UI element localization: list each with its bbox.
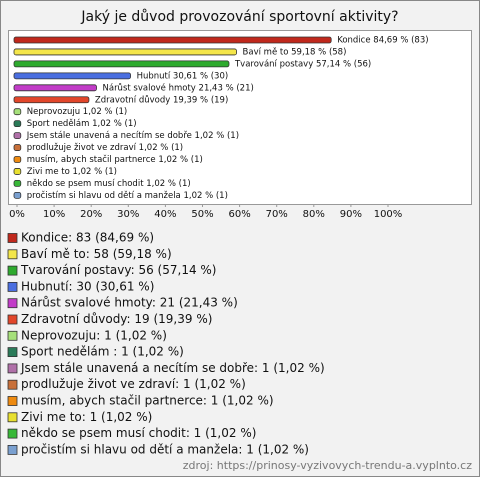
legend-label: Baví mě to: 58 (59,18 %) xyxy=(21,247,172,261)
legend-label: Nárůst svalové hmoty: 21 (21,43 %) xyxy=(21,296,238,310)
bar xyxy=(13,156,22,163)
bar xyxy=(13,48,237,56)
bar xyxy=(13,84,97,92)
legend-label: prodlužuje život ve zdraví: 1 (1,02 %) xyxy=(21,377,246,391)
x-tick-label: 10% xyxy=(43,209,65,220)
data-label: Baví mě to 59,18 % (58) xyxy=(243,47,347,57)
legend-label: Sport nedělám : 1 (1,02 %) xyxy=(21,345,184,359)
legend-swatch xyxy=(7,281,18,292)
x-tick-label: 60% xyxy=(228,209,250,220)
bar xyxy=(13,72,131,80)
legend-swatch xyxy=(7,314,18,325)
bar xyxy=(13,179,22,187)
legend-swatch xyxy=(7,444,18,455)
legend-swatch xyxy=(7,233,18,243)
bar xyxy=(13,108,22,116)
legend-swatch xyxy=(7,428,18,439)
bar xyxy=(13,132,22,140)
data-label: Sport nedělám 1,02 % (1) xyxy=(27,119,137,129)
x-tick-label: 100% xyxy=(374,209,403,220)
data-label: Nárůst svalové hmoty 21,43 % (21) xyxy=(103,82,254,93)
legend-label: Jsem stále unavená a necítím se dobře: 1… xyxy=(20,361,325,375)
bar xyxy=(13,191,22,199)
data-label: prodlužuje život ve zdraví 1,02 % (1) xyxy=(27,143,183,153)
legend-swatch xyxy=(7,265,18,276)
legend-label: musím, abych stačil partnerce: 1 (1,02 %… xyxy=(21,394,274,408)
legend-label: Neprovozuju: 1 (1,02 %) xyxy=(21,328,167,342)
source: zdroj: https://prinosy-vyzivovych-trendu… xyxy=(183,459,472,472)
legend-swatch xyxy=(7,298,18,309)
legend-label: někdo se psem musí chodit: 1 (1,02 %) xyxy=(21,426,256,440)
legend-label: Hubnutí: 30 (30,61 %) xyxy=(21,279,154,293)
x-tick-label: 40% xyxy=(154,209,176,220)
data-label: Tvarování postavy 57,14 % (56) xyxy=(234,59,371,69)
legend-swatch xyxy=(7,347,18,358)
data-label: Kondice 84,69 % (83) xyxy=(337,36,428,46)
bar xyxy=(13,36,332,44)
bar xyxy=(13,96,90,104)
x-tick-label: 50% xyxy=(191,209,213,220)
x-tick-label: 20% xyxy=(80,209,102,220)
chart-title: Jaký je důvod provozování sportovní akti… xyxy=(80,9,398,25)
data-label: Jsem stále unavená a necítím se dobře 1,… xyxy=(26,131,239,141)
data-label: Hubnutí 30,61 % (30) xyxy=(137,71,229,81)
bar xyxy=(13,144,22,151)
x-tick-label: 30% xyxy=(117,209,139,220)
legend-swatch xyxy=(7,330,18,341)
legend-label: Tvarování postavy: 56 (57,14 %) xyxy=(20,263,216,277)
legend-swatch xyxy=(7,363,18,374)
bar xyxy=(13,168,22,175)
legend-swatch xyxy=(7,396,18,406)
x-tick-label: 70% xyxy=(266,209,288,220)
data-label: Zivi me to 1,02 % (1) xyxy=(27,167,117,177)
data-label: pročistím si hlavu od dětí a manžela 1,0… xyxy=(27,190,228,201)
data-label: někdo se psem musí chodit 1,02 % (1) xyxy=(27,179,191,189)
data-label: musím, abych stačil partnerce 1,02 % (1) xyxy=(27,154,203,165)
legend-label: Zivi me to: 1 (1,02 %) xyxy=(21,410,152,424)
legend-swatch xyxy=(7,379,18,390)
legend-label: Zdravotní důvody: 19 (19,39 %) xyxy=(21,312,212,326)
bar xyxy=(13,60,230,68)
legend-swatch xyxy=(7,249,18,260)
data-label: Neprovozuju 1,02 % (1) xyxy=(27,107,127,117)
x-tick-label: 80% xyxy=(303,209,325,220)
data-label: Zdravotní důvody 19,39 % (19) xyxy=(95,94,228,105)
legend-swatch xyxy=(7,412,18,423)
plot-area xyxy=(8,30,472,205)
x-tick-label: 0% xyxy=(9,209,25,220)
legend-label: pročistím si hlavu od dětí a manžela: 1 … xyxy=(21,442,309,456)
x-tick-label: 90% xyxy=(340,209,362,220)
legend-label: Kondice: 83 (84,69 %) xyxy=(21,231,154,245)
bar xyxy=(13,120,22,128)
